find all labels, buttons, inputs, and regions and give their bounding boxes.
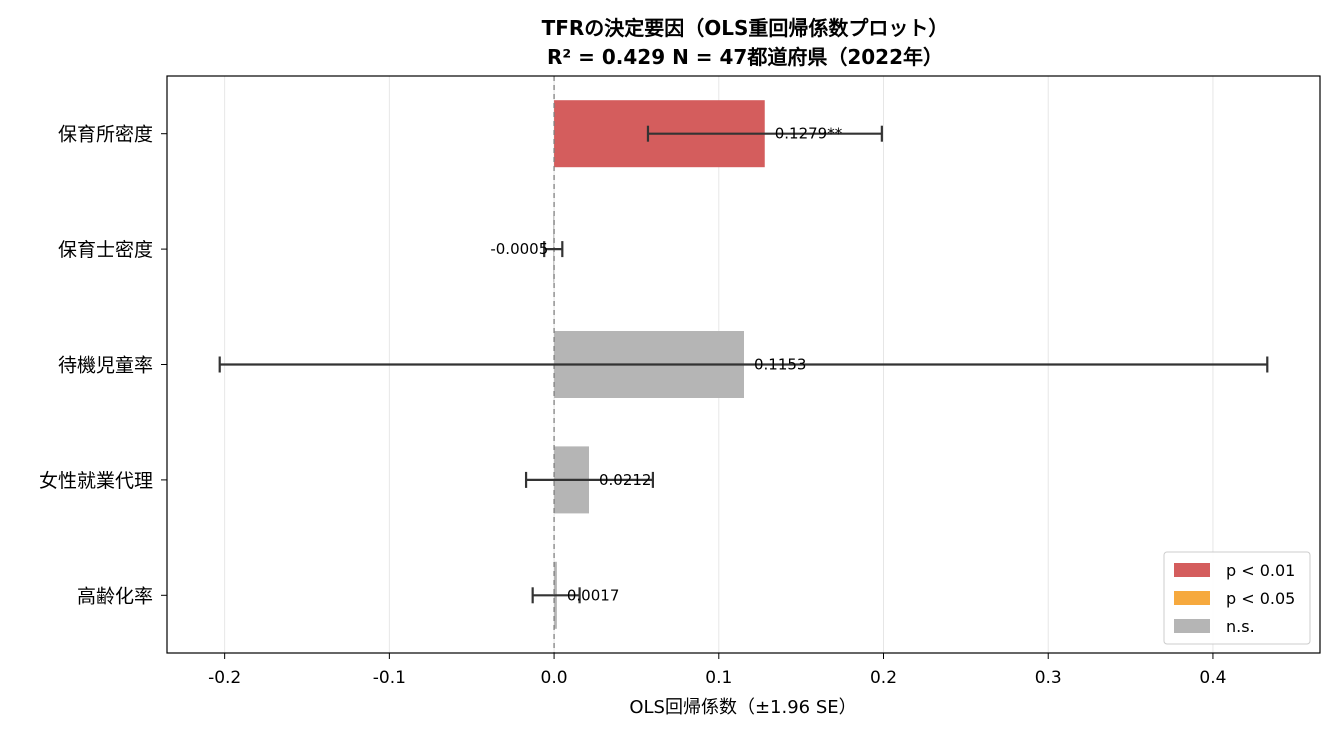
y-tick-label: 保育士密度 (58, 239, 153, 261)
data-label: 0.0212 (599, 471, 652, 489)
data-label: 0.0017 (567, 586, 620, 604)
chart-subtitle: R² = 0.429 N = 47都道府県（2022年） (547, 45, 943, 69)
y-tick-label: 高齢化率 (77, 585, 153, 607)
x-tick-label: 0.2 (870, 668, 897, 688)
legend-swatch (1174, 619, 1210, 633)
legend-label: p < 0.05 (1226, 589, 1295, 608)
y-tick-label: 待機児童率 (58, 355, 153, 377)
legend-label: p < 0.01 (1226, 561, 1295, 580)
x-tick-label: 0.4 (1199, 668, 1226, 688)
legend-swatch (1174, 591, 1210, 605)
x-tick-label: 0.1 (705, 668, 732, 688)
x-tick-label: 0.3 (1035, 668, 1062, 688)
x-axis: -0.2 -0.1 0.0 0.1 0.2 0.3 0.4 (208, 653, 1226, 688)
data-labels: 0.1279** -0.0005 0.1153 0.0212 0.0017 (490, 125, 842, 605)
legend: p < 0.01 p < 0.05 n.s. (1163, 551, 1311, 645)
y-tick-label: 女性就業代理 (39, 470, 153, 492)
data-label: 0.1153 (754, 356, 807, 374)
error-bars (218, 125, 1269, 604)
x-axis-label: OLS回帰係数（±1.96 SE） (629, 697, 856, 718)
x-tick-label: -0.1 (373, 668, 406, 688)
y-tick-label: 保育所密度 (58, 124, 153, 146)
legend-label: n.s. (1226, 617, 1255, 636)
chart-title: TFRの決定要因（OLS重回帰係数プロット） (542, 16, 949, 40)
x-tick-label: 0.0 (541, 668, 568, 688)
x-tick-label: -0.2 (208, 668, 241, 688)
legend-swatch (1174, 563, 1210, 577)
data-label: -0.0005 (490, 240, 548, 258)
data-label: 0.1279** (775, 125, 843, 143)
